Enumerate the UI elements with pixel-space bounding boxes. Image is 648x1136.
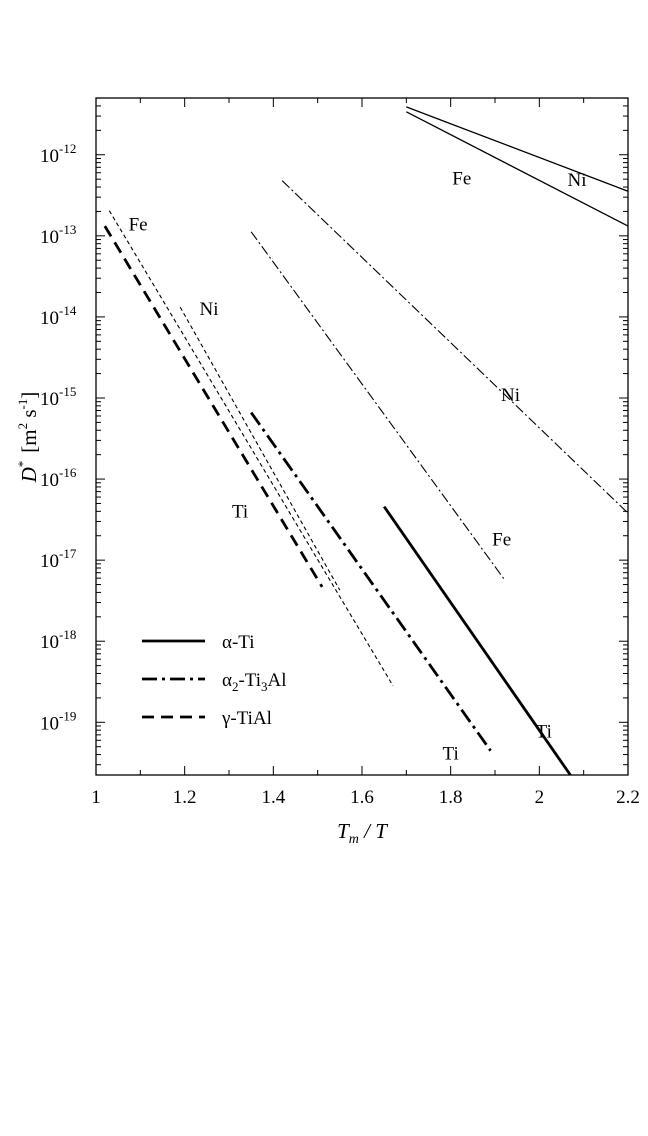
series-line-alpha2-fe [250,231,505,580]
curve-label: Ti [443,743,459,764]
series-line-alpha-ni [406,106,629,192]
x-tick-label: 1.8 [439,787,463,808]
series-line-gamma-ni [179,306,341,591]
y-axis-title: D*[m2 s-1] [15,392,41,484]
legend-label: γ-TiAl [221,708,272,729]
x-tick-label: 1 [91,787,101,808]
curve-label: Fe [129,215,148,236]
y-tick-label: 10-18 [40,627,76,653]
axis-ticks: 1 1.2 1.4 1.6 1.8 2 2.2 10-12 10-13 10-14 10-15 10-… [40,97,640,808]
curve-label: Ni [200,299,219,320]
series-line-gamma-ti [103,225,324,588]
x-tick-label: 2.2 [616,787,640,808]
series-line-gamma-fe [108,210,394,687]
x-tick-label: 2 [535,787,545,808]
y-tick-label: 10-15 [40,384,76,410]
curve-label: Ti [536,721,552,742]
y-tick-label: 10-13 [40,222,76,248]
series-lines [103,106,629,776]
curve-labels: Fe Ni Ti Fe Ni Ni Fe Ti Ti [129,168,587,764]
series-line-alpha2-ni [281,180,629,514]
x-tick-label: 1.2 [173,787,197,808]
x-tick-label: 1.4 [261,787,285,808]
y-tick-label: 10-14 [40,303,77,329]
x-tick-label: 1.6 [350,787,374,808]
legend: α-Ti α2-Ti3Al γ-TiAl [142,632,287,729]
y-tick-label: 10-16 [40,465,77,491]
curve-label: Ni [501,385,520,406]
curve-label: Fe [452,168,471,189]
series-line-alpha-fe [406,111,629,227]
y-tick-label: 10-17 [40,546,77,572]
legend-label: α-Ti [222,632,255,653]
curve-label: Ni [568,170,587,191]
x-axis-title: Tm / T [337,819,388,847]
series-line-alpha-ti [383,505,572,776]
y-tick-label: 10-19 [40,708,76,734]
y-tick-label: 10-12 [40,141,76,167]
series-line-alpha2-ti [250,411,492,752]
legend-label: α2-Ti3Al [222,670,287,694]
curve-label: Ti [232,502,248,523]
curve-label: Fe [492,529,511,550]
